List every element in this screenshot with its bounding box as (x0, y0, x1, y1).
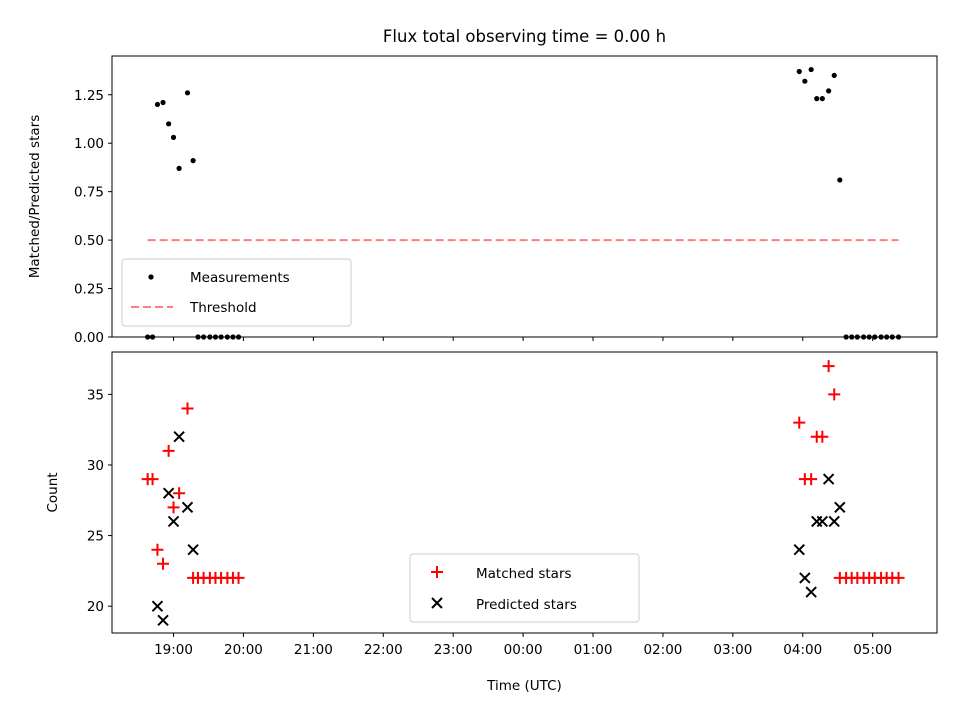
predicted-stars-marker (799, 572, 811, 584)
measurement-point (160, 99, 166, 106)
bottom-legend: Matched stars Predicted stars (409, 553, 640, 623)
top-marks (145, 66, 902, 340)
measurement-point (166, 121, 172, 127)
matched-stars-legend-label: Matched stars (476, 566, 572, 582)
measurement-point (837, 177, 843, 183)
x-tick-label: 21:00 (294, 642, 333, 658)
top-y-tick-label: 0.75 (74, 185, 104, 201)
x-tick-label: 22:00 (364, 642, 403, 658)
top-x-ticks (173, 337, 874, 341)
top-y-tick-label: 1.25 (74, 88, 104, 104)
measurement-point (808, 66, 814, 73)
x-axis-label: Time (UTC) (486, 678, 562, 694)
matched-stars-marker (805, 473, 818, 486)
predicted-stars-marker (805, 586, 817, 598)
predicted-stars-marker (157, 614, 169, 626)
predicted-stars-marker (816, 515, 829, 528)
predicted-stars-marker (162, 487, 175, 499)
bottom-y-tick-label: 35 (87, 387, 104, 403)
top-y-tick-label: 0.50 (74, 233, 104, 249)
measurement-point (819, 96, 825, 102)
matched-stars-marker (157, 557, 170, 570)
predicted-stars-legend-label: Predicted stars (476, 597, 577, 613)
predicted-stars-marker (834, 501, 846, 514)
x-tick-label: 19:00 (154, 642, 193, 658)
bottom-legend-box (409, 553, 640, 623)
predicted-stars-marker (793, 543, 805, 556)
x-tick-label: 04:00 (783, 642, 822, 658)
matched-stars-marker (146, 473, 159, 486)
bottom-marks (141, 360, 905, 626)
top-y-tick-label: 1.00 (74, 136, 104, 152)
top-y-axis-label: Matched/Predicted stars (27, 115, 43, 278)
top-panel: 0.00 0.25 0.50 0.75 1.00 1.25 Matched/Predict… (27, 55, 938, 346)
bottom-y-tick-label: 25 (87, 529, 104, 545)
measurement-point (170, 134, 177, 140)
top-y-ticks: 0.00 0.25 0.50 0.75 1.00 1.25 (74, 88, 112, 346)
measurement-point (802, 78, 808, 84)
predicted-stars-marker (173, 431, 185, 443)
measurement-point (184, 90, 191, 96)
matched-stars-marker (173, 487, 186, 500)
matched-stars-marker (828, 388, 841, 401)
x-tick-label: 05:00 (853, 642, 892, 658)
bottom-y-tick-label: 20 (87, 599, 104, 615)
matched-stars-legend-marker (431, 566, 443, 578)
measurements-legend-label: Measurements (190, 270, 290, 286)
bottom-y-axis-label: Count (45, 472, 61, 512)
matched-stars-marker (167, 501, 180, 514)
bottom-axes-frame (111, 351, 938, 634)
matched-stars-marker (232, 571, 245, 584)
predicted-stars-marker (151, 600, 164, 612)
matched-stars-marker (162, 444, 175, 457)
measurement-point (190, 158, 196, 164)
measurement-point (176, 165, 182, 171)
measurement-point (831, 72, 837, 78)
x-tick-label: 02:00 (643, 642, 682, 658)
bottom-y-tick-label: 30 (87, 458, 104, 474)
predicted-stars-marker (187, 543, 199, 556)
bottom-panel: 20 25 30 35 19:00 20:00 21:00 22:00 23:00 00:00 0… (45, 351, 938, 694)
measurement-point (796, 68, 802, 75)
x-tick-label: 03:00 (713, 642, 752, 658)
threshold-legend-label: Threshold (189, 300, 257, 316)
top-axes-frame (111, 55, 938, 338)
predicted-stars-marker (181, 501, 194, 514)
bottom-x-ticks: 19:00 20:00 21:00 22:00 23:00 00:00 01:00 02:00… (154, 633, 892, 658)
matched-stars-marker (181, 402, 194, 415)
matched-stars-marker (816, 430, 829, 443)
measurement-point (814, 96, 820, 102)
predicted-stars-marker (828, 515, 840, 528)
top-legend-box (121, 258, 352, 327)
predicted-stars-legend-marker (431, 597, 443, 609)
measurement-point (154, 101, 161, 108)
measurements-legend-marker (148, 274, 154, 280)
figure-title: Flux total observing time = 0.00 h (383, 27, 666, 46)
x-tick-label: 01:00 (574, 642, 613, 658)
x-tick-label: 23:00 (434, 642, 473, 658)
matched-stars-marker (151, 543, 164, 556)
matched-stars-marker (793, 416, 806, 429)
top-y-tick-label: 0.25 (74, 282, 104, 298)
matched-stars-marker (892, 571, 905, 584)
top-legend: Measurements Threshold (121, 258, 352, 327)
bottom-y-ticks: 20 25 30 35 (87, 387, 112, 615)
x-tick-label: 20:00 (224, 642, 263, 658)
measurement-point (826, 88, 832, 94)
predicted-stars-marker (822, 473, 835, 485)
top-y-tick-label: 0.00 (74, 330, 104, 346)
predicted-stars-marker (167, 515, 180, 528)
x-tick-label: 00:00 (504, 642, 543, 658)
matched-stars-marker (822, 360, 835, 373)
